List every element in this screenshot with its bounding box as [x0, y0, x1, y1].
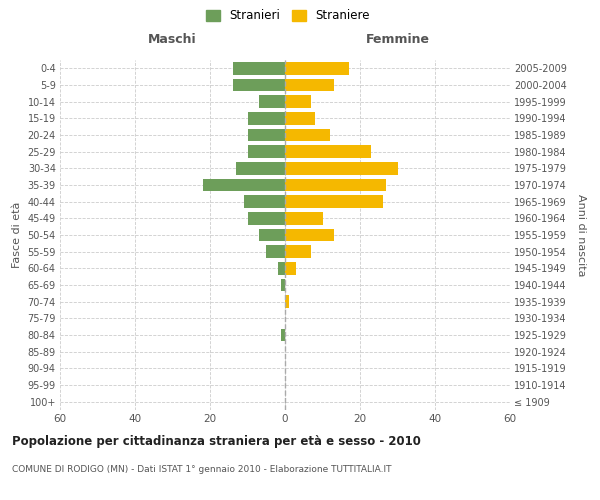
Bar	[248, 212, 285, 224]
Bar	[285, 62, 349, 74]
Bar	[236, 162, 285, 174]
Bar	[244, 196, 285, 208]
Bar	[285, 212, 323, 224]
Bar	[285, 146, 371, 158]
Text: Maschi: Maschi	[148, 33, 197, 46]
Text: Popolazione per cittadinanza straniera per età e sesso - 2010: Popolazione per cittadinanza straniera p…	[12, 435, 421, 448]
Bar	[248, 146, 285, 158]
Bar	[285, 246, 311, 258]
Bar	[285, 179, 386, 192]
Bar	[285, 162, 398, 174]
Bar	[285, 229, 334, 241]
Bar	[285, 112, 315, 124]
Bar	[285, 262, 296, 274]
Bar	[266, 246, 285, 258]
Bar	[285, 129, 330, 141]
Bar	[281, 279, 285, 291]
Bar	[233, 79, 285, 92]
Legend: Stranieri, Straniere: Stranieri, Straniere	[202, 6, 374, 26]
Bar	[285, 196, 383, 208]
Bar	[233, 62, 285, 74]
Bar	[248, 129, 285, 141]
Bar	[248, 112, 285, 124]
Bar	[285, 96, 311, 108]
Bar	[285, 296, 289, 308]
Text: COMUNE DI RODIGO (MN) - Dati ISTAT 1° gennaio 2010 - Elaborazione TUTTITALIA.IT: COMUNE DI RODIGO (MN) - Dati ISTAT 1° ge…	[12, 465, 392, 474]
Y-axis label: Anni di nascita: Anni di nascita	[577, 194, 586, 276]
Bar	[203, 179, 285, 192]
Bar	[281, 329, 285, 341]
Text: Femmine: Femmine	[365, 33, 430, 46]
Bar	[285, 79, 334, 92]
Bar	[277, 262, 285, 274]
Bar	[259, 96, 285, 108]
Y-axis label: Fasce di età: Fasce di età	[12, 202, 22, 268]
Bar	[259, 229, 285, 241]
